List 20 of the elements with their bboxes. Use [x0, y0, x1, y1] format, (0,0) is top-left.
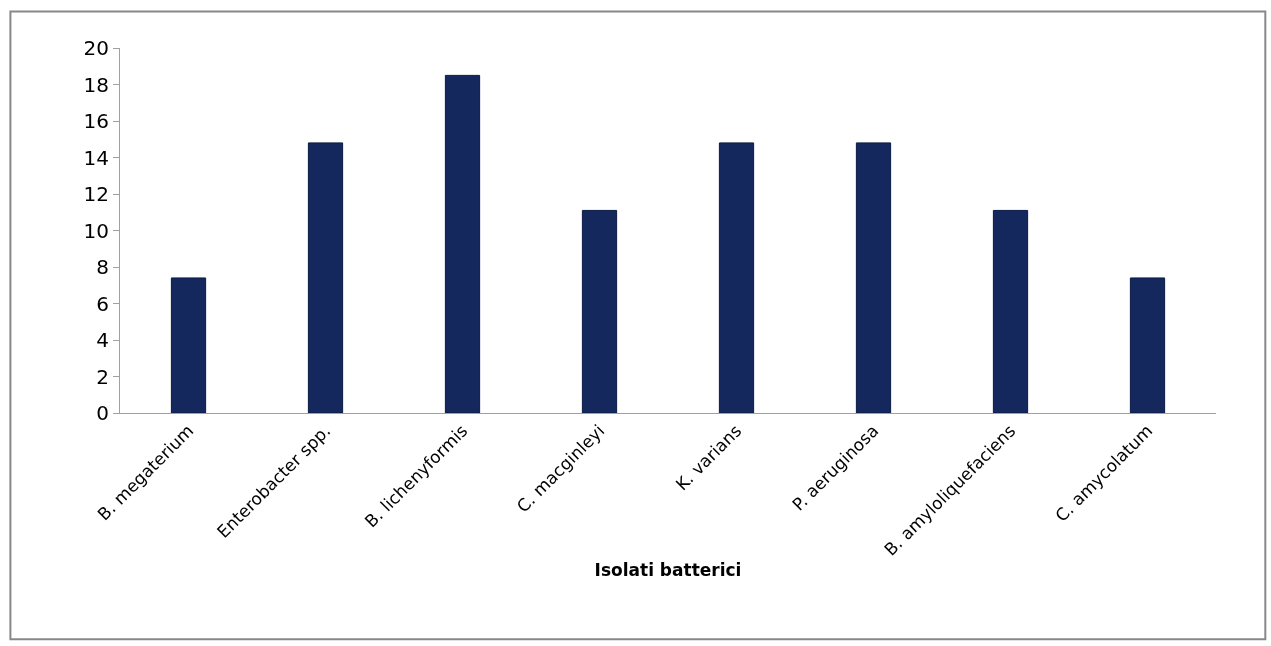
bar [855, 142, 892, 413]
bar [1129, 277, 1166, 413]
bar [170, 277, 207, 413]
x-axis-title: Isolati batterici [594, 560, 742, 581]
bar [992, 209, 1029, 413]
y-tick-label: 8 [96, 255, 109, 279]
bar [718, 142, 755, 413]
y-tick-label: 16 [83, 109, 109, 133]
bar [581, 209, 618, 413]
bar [307, 142, 344, 413]
y-tick-label: 2 [96, 364, 109, 389]
y-tick-label: 14 [83, 145, 109, 170]
y-tick-label: 4 [96, 328, 109, 352]
y-tick-label: 6 [96, 291, 109, 316]
y-tick-label: 18 [83, 72, 109, 97]
bar [444, 74, 481, 413]
y-tick-label: 10 [83, 218, 109, 243]
y-tick-label: 20 [83, 36, 109, 60]
y-tick-label: 0 [96, 401, 109, 425]
y-tick-label: 12 [83, 182, 109, 206]
